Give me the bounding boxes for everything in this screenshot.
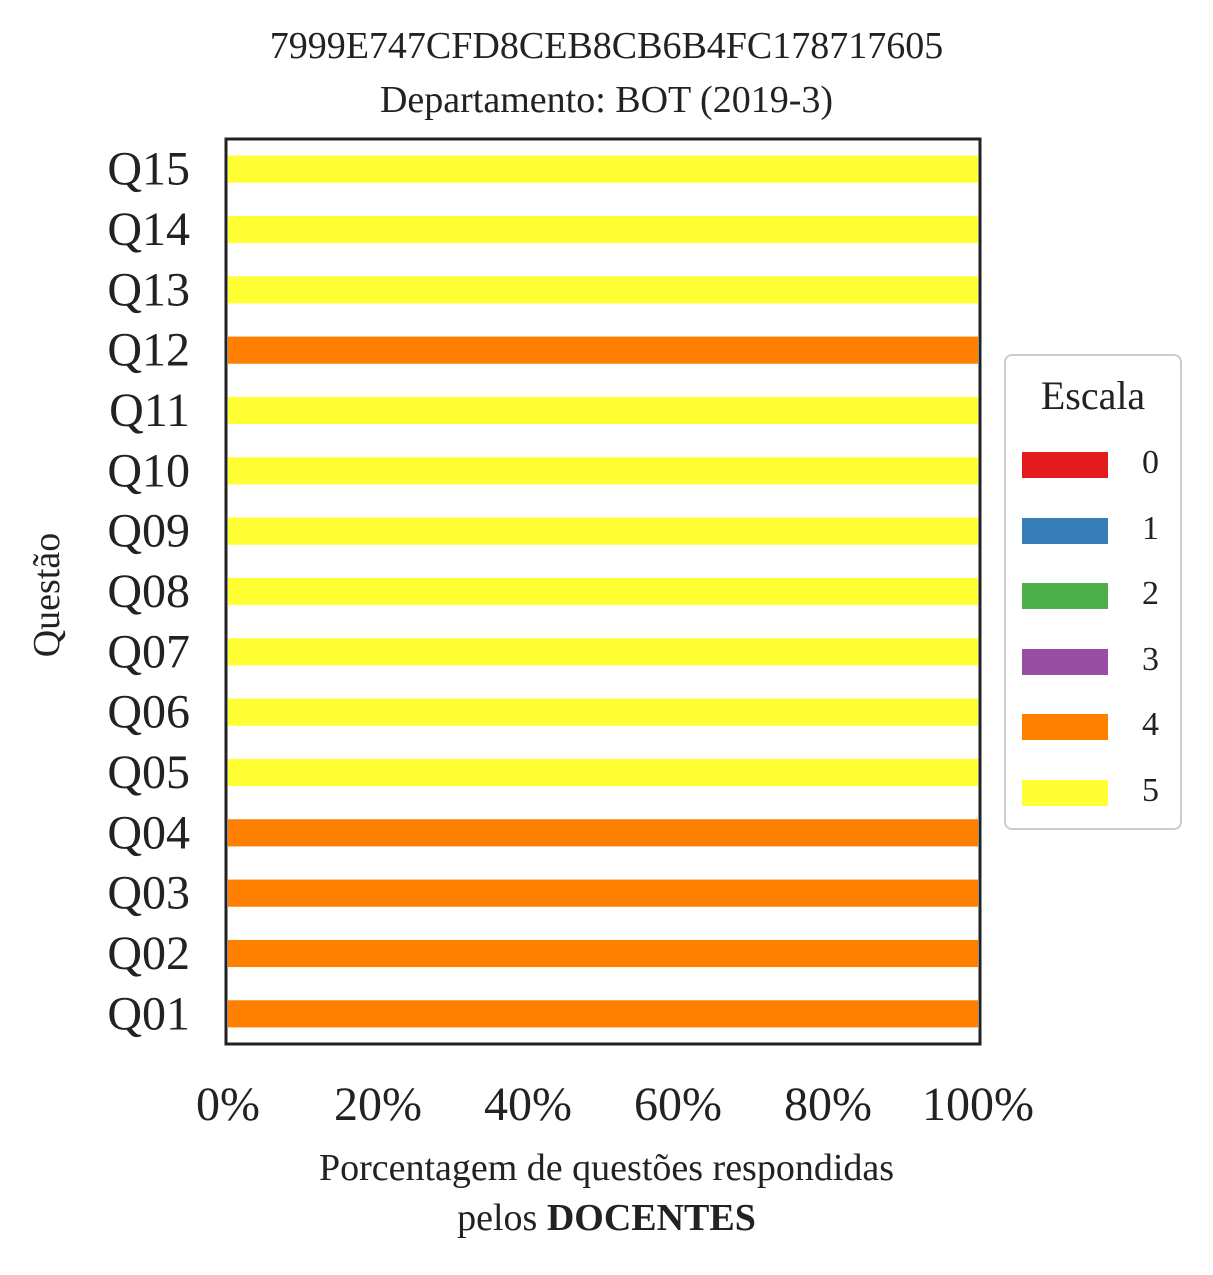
y-tick-label-q07: Q07 (107, 625, 190, 678)
bar-q01-scale-4 (228, 1000, 978, 1028)
x-axis-label-line-1: Porcentagem de questões respondidas (318, 1147, 895, 1189)
legend-swatch-1 (1022, 517, 1108, 544)
y-tick-label-q04: Q04 (107, 806, 190, 859)
y-tick-label-q13: Q13 (107, 263, 190, 316)
bar-q05-scale-5 (228, 758, 978, 787)
x-tick-label-40: 40% (484, 1078, 572, 1131)
y-axis-label: Questão (26, 532, 68, 658)
y-tick-label-q03: Q03 (107, 867, 190, 920)
bar-q09-scale-5 (228, 517, 978, 545)
x-axis-label-line-2: pelos DOCENTES (0, 1196, 1213, 1240)
legend-label-0: 0 (1142, 444, 1159, 481)
bar-q07-scale-5 (228, 638, 978, 666)
legend-label-1: 1 (1142, 509, 1159, 547)
legend-swatch-2 (1022, 583, 1108, 609)
legend-swatch-5 (1022, 779, 1108, 806)
y-tick-label-q09: Q09 (107, 505, 190, 558)
y-tick-label-q02: Q02 (107, 927, 190, 980)
x-tick-label-100: 100% (922, 1078, 1034, 1131)
bar-q03-scale-4 (228, 879, 978, 907)
y-tick-labels: Q01 Q02 Q03 Q04 Q05 Q06 Q07 Q08 Q09 Q10 Q11 Q12 Q13 Q… (107, 143, 190, 1041)
legend-swatch-3 (1022, 648, 1108, 675)
bar-q10-scale-5 (228, 457, 978, 485)
bar-q15-scale-5 (228, 155, 978, 183)
bar-q14-scale-5 (228, 215, 978, 244)
legend-swatch-0 (1022, 452, 1108, 478)
legend-swatch-4 (1022, 714, 1108, 740)
legend-label-5: 5 (1142, 771, 1159, 809)
x-tick-labels: 0% 20% 40% 60% 80% 100% (196, 1078, 1034, 1131)
bar-q06-scale-5 (228, 698, 978, 726)
y-tick-label-q11: Q11 (109, 384, 190, 437)
bar-q08-scale-5 (228, 577, 978, 606)
y-tick-label-q10: Q10 (107, 444, 190, 497)
bar-q11-scale-5 (228, 396, 978, 425)
x-tick-label-60: 60% (634, 1078, 722, 1131)
chart-title-line-1: 7999E747CFD8CEB8CB6B4FC178717605 (269, 25, 944, 67)
x-tick-label-80: 80% (784, 1078, 872, 1131)
bars-group (228, 155, 978, 1028)
bar-q04-scale-4 (228, 819, 978, 847)
bar-q02-scale-4 (228, 939, 978, 968)
x-axis-label-prefix: pelos (457, 1197, 547, 1239)
x-tick-label-0: 0% (196, 1078, 260, 1131)
x-axis-label-bold: DOCENTES (546, 1197, 756, 1239)
legend-title: Escala (1040, 373, 1146, 418)
legend: Escala 0 1 2 3 4 5 (1004, 354, 1182, 830)
x-tick-label-20: 20% (334, 1078, 422, 1131)
y-tick-label-q06: Q06 (107, 686, 190, 739)
y-tick-label-q14: Q14 (107, 203, 190, 256)
legend-label-4: 4 (1142, 706, 1159, 743)
chart-title-line-2: Departamento: BOT (2019-3) (379, 79, 834, 121)
bar-q13-scale-5 (228, 276, 978, 304)
y-tick-label-q05: Q05 (107, 746, 190, 799)
bar-q12-scale-4 (228, 336, 978, 364)
plot-frame (224, 137, 982, 1046)
y-tick-label-q08: Q08 (107, 565, 190, 618)
y-tick-label-q15: Q15 (107, 143, 190, 196)
legend-label-2: 2 (1142, 575, 1159, 612)
y-tick-label-q12: Q12 (107, 324, 190, 377)
y-tick-label-q01: Q01 (107, 987, 190, 1040)
legend-label-3: 3 (1142, 640, 1159, 678)
